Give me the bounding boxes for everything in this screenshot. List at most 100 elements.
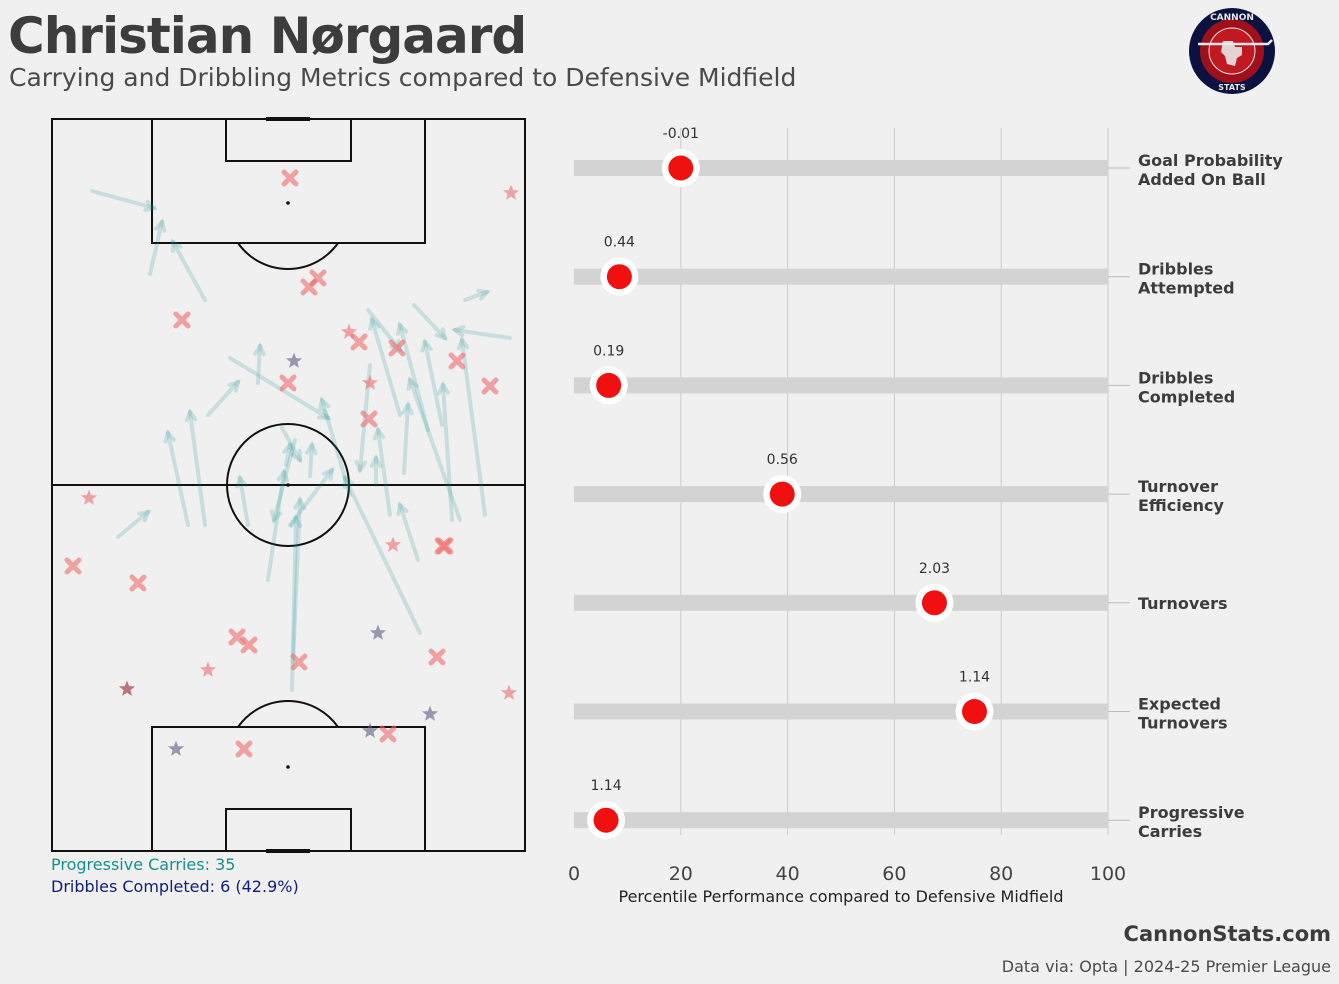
turnover-x-icon [129,574,147,592]
percentile-bar-track [574,377,1108,394]
carry-line [343,476,422,635]
dribble-star-icon [502,184,520,200]
carry-arrowhead [282,440,295,456]
value-label: 0.44 [604,235,635,251]
turnover-x-icon [428,648,446,666]
carry-line [272,438,297,522]
carry-arrowhead [290,449,303,464]
dribble-star-icon [361,374,379,390]
category-label: Turnover [1138,477,1218,496]
percentile-bar-track [574,703,1108,720]
turnover-x-icon [235,740,253,758]
x-tick-label: 20 [669,863,693,885]
percentile-bar-track [574,594,1108,611]
carry-arrowhead [342,474,355,489]
percentile-bar-track [574,160,1108,176]
turnover-markers [64,169,499,758]
value-label: 1.14 [590,778,621,794]
turnover-x-icon [64,557,82,575]
carry-line [453,328,512,340]
percentile-bar-track [574,268,1108,285]
carry-line [256,344,262,385]
carry-line [398,503,420,562]
carry-line [463,290,489,302]
dribbles-legend: Dribbles Completed: 6 (42.9%) [51,877,299,896]
turnover-x-icon [281,169,299,187]
dribble-star-icon [384,536,402,552]
x-axis-label: Percentile Performance compared to Defen… [619,887,1064,906]
carry-line [376,428,392,517]
carry-arrowhead [318,395,331,411]
progressive-carries [90,189,512,692]
percentile-dot [593,807,619,833]
carry-line [291,498,302,665]
category-label: Turnovers [1138,714,1228,733]
carry-arrowhead [289,513,303,528]
carry-line [288,468,334,527]
carry-line [370,318,402,417]
dribble-star-icon [80,489,98,505]
turnover-x-icon [436,537,454,555]
carry-line [166,431,190,527]
category-label: Added On Ball [1138,170,1266,189]
logo-top-text: CANNON [1210,13,1254,23]
value-label: 0.19 [593,343,624,359]
turnover-x-icon [481,377,499,395]
category-label: Dribbles [1138,368,1213,387]
x-tick-label: 0 [568,863,580,885]
logo-bottom-text: STATS [1218,83,1246,92]
carry-arrowhead [420,337,433,353]
turnover-x-icon [173,311,191,329]
carry-arrowhead [317,408,332,421]
category-label: Dribbles [1138,260,1213,279]
page-title: Christian Nørgaard [8,7,527,65]
turnover-x-icon [240,636,258,654]
page-subtitle: Carrying and Dribbling Metrics compared … [9,63,797,92]
carry-arrowhead [368,315,381,331]
carry-line [460,338,487,517]
carry-line [402,403,410,475]
dribble-star-icon [199,661,217,677]
category-label: Expected [1138,695,1221,714]
turnover-x-icon [388,339,406,357]
carry-arrowhead [227,378,241,393]
x-tick-label: 60 [882,863,906,885]
carry-arrowhead [372,425,386,441]
carry-line [116,510,150,539]
data-source: Data via: Opta | 2024-25 Premier League [1001,957,1331,976]
carry-arrowhead [154,217,167,233]
percentile-dot [921,590,947,616]
carry-line [308,443,314,478]
carry-arrowhead [450,324,466,338]
category-label: Efficiency [1138,496,1224,515]
dribble-star-icon [361,722,379,738]
dribble-star-icon [500,684,518,700]
turnover-x-icon [290,653,308,671]
carry-line [280,426,302,462]
carry-arrowhead [143,199,159,213]
carry-arrowhead [235,473,248,489]
carries-legend: Progressive Carries: 35 [51,855,236,874]
dribble-star-icon [118,680,136,696]
carry-line [90,189,156,210]
dribble-star-icon [285,352,303,368]
carry-arrowhead [401,400,414,416]
turnover-x-icon [228,628,246,646]
turnover-x-icon [279,374,297,392]
carry-line [171,240,207,302]
dribble-markers [80,184,520,756]
carry-arrowhead [184,407,198,423]
category-label: Completed [1138,387,1235,406]
value-label: 1.14 [959,670,990,686]
carry-arrowhead [395,320,409,336]
carry-arrowhead [253,341,266,357]
percentile-bar-track [574,812,1108,829]
site-name: CannonStats.com [1123,922,1331,946]
carry-line [238,476,250,527]
carry-arrowhead [456,335,470,351]
carry-arrowhead [137,509,152,523]
carry-line [290,516,298,692]
carry-line [266,470,286,582]
category-label: Progressive [1138,803,1245,822]
value-label: 0.56 [767,452,798,468]
